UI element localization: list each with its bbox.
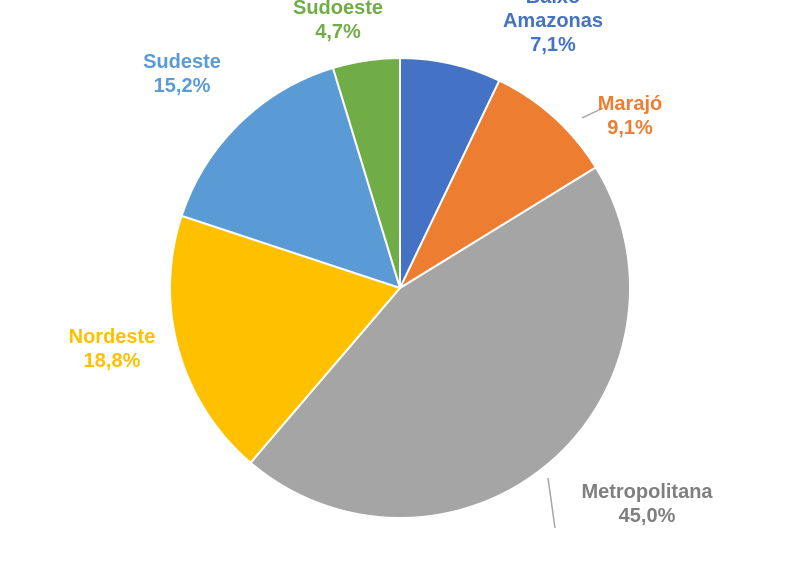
pie-slice-metropolitana — [249, 166, 631, 520]
slice-name-label: Amazonas — [503, 10, 603, 32]
slice-value-label: 45,0% — [619, 505, 676, 527]
pie-slice-marajo — [399, 79, 597, 289]
pie-slice-nordeste — [169, 214, 401, 464]
slice-name-label: Nordeste — [69, 326, 156, 348]
slice-name-label: Marajó — [598, 93, 662, 115]
slice-name-label: Baixo — [526, 0, 580, 8]
slice-label: Metropolitana 45,0% — [581, 481, 713, 527]
leader-line — [547, 477, 556, 529]
slice-value-label: 9,1% — [607, 117, 653, 139]
slice-value-label: 18,8% — [84, 350, 141, 372]
slice-label: Sudeste 15,2% — [143, 51, 221, 97]
pie-slice-sudeste — [180, 66, 401, 289]
slice-value-label: 7,1% — [530, 34, 576, 56]
leader-line — [581, 107, 604, 119]
slice-value-label: 4,7% — [315, 21, 361, 43]
slice-name-label: Sudeste — [143, 51, 221, 73]
slice-label: Marajó 9,1% — [598, 93, 662, 139]
slice-label: Sudoeste 4,7% — [293, 0, 383, 43]
pie-slice-baixo-amazonas — [399, 57, 501, 289]
slice-value-label: 15,2% — [154, 75, 211, 97]
pie-slice-sudoeste — [332, 57, 401, 289]
pie-slices — [169, 57, 631, 520]
slice-name-label: Sudoeste — [293, 0, 383, 19]
slice-label: Nordeste 18,8% — [69, 326, 156, 372]
slice-name-label: Metropolitana — [581, 481, 713, 503]
